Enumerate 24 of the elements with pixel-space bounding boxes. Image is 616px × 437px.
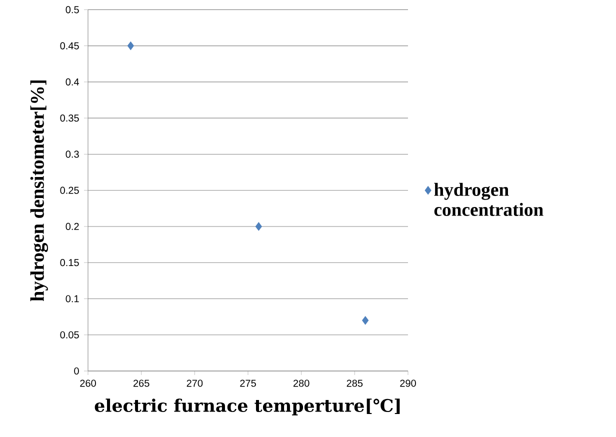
y-tick-label: 0.05 [60, 331, 79, 338]
y-tick-label: 0.45 [60, 42, 79, 50]
y-tick-label: 0.1 [66, 295, 79, 302]
x-tick-label: 270 [186, 380, 203, 387]
y-tick-label: 0.2 [66, 222, 79, 230]
x-tick-label: 265 [134, 380, 150, 387]
point [127, 42, 134, 50]
y-axis-title: hydrogen densitometer[%] [30, 80, 48, 302]
y-tick-label: 0.4 [66, 78, 80, 86]
legend-label: hydrogen concentration [434, 182, 544, 216]
x-axis-title: electric furnace temperture[℃] [94, 398, 400, 416]
y-tick-label: 0.25 [60, 186, 79, 194]
point [255, 222, 262, 231]
y-tick-label: 0.3 [66, 150, 79, 158]
x-tick-label: 280 [293, 380, 310, 387]
y-tick-label: 0.15 [60, 259, 79, 266]
y-tick-label: 0.35 [60, 114, 79, 122]
x-tick-label: 290 [400, 380, 416, 387]
y-tick-label: 0 [74, 367, 79, 375]
y-tick-label: 0.5 [66, 6, 79, 14]
point [362, 316, 369, 325]
x-tick-label: 275 [240, 380, 256, 387]
x-tick-label: 285 [346, 380, 363, 387]
x-tick-label: 260 [80, 380, 96, 387]
